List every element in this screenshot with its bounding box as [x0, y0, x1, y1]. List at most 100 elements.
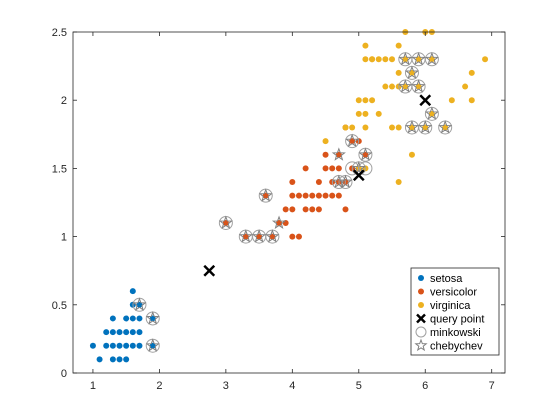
data-point-setosa: [136, 342, 143, 349]
data-point-chebychev: [358, 147, 373, 161]
data-point-virginica: [428, 110, 435, 117]
data-point-chebychev: [218, 215, 233, 229]
data-point-versicolor: [335, 192, 342, 199]
data-point-versicolor: [315, 179, 322, 186]
data-point-chebychev: [331, 147, 346, 161]
data-point-query-point: [203, 264, 216, 277]
data-point-setosa: [103, 342, 110, 349]
data-point-chebychev: [252, 229, 267, 243]
data-point-virginica: [395, 179, 402, 186]
data-point-virginica: [468, 69, 475, 76]
legend-marker-versicolor: [418, 288, 424, 295]
legend-item-versicolor[interactable]: versicolor: [418, 287, 477, 299]
data-point-chebychev: [424, 51, 439, 66]
data-point-chebychev: [398, 79, 413, 93]
y-axis: 0 0.5 1 1.5 2 2.5: [52, 27, 505, 380]
data-point-virginica: [382, 56, 389, 63]
data-point-virginica: [375, 110, 382, 117]
data-point-virginica: [362, 124, 369, 131]
data-point-virginica: [389, 56, 396, 63]
series-setosa: [89, 288, 156, 363]
legend-marker-minkowski: [415, 326, 427, 338]
data-point-setosa: [123, 356, 130, 363]
legend-item-chebychev[interactable]: chebychev: [414, 338, 483, 353]
data-point-versicolor: [329, 165, 336, 172]
data-point-virginica: [369, 97, 376, 104]
data-point-virginica: [402, 83, 409, 90]
data-point-virginica: [389, 124, 396, 131]
data-point-chebychev: [424, 106, 439, 120]
data-point-setosa: [116, 356, 123, 363]
data-point-versicolor: [309, 206, 316, 213]
data-point-virginica: [362, 42, 369, 49]
data-point-versicolor: [289, 192, 296, 199]
data-point-chebychev: [404, 120, 420, 134]
data-point-setosa: [103, 329, 110, 336]
data-point-virginica: [448, 97, 455, 104]
data-point-virginica: [482, 56, 489, 63]
y-tick-label: 2: [61, 95, 67, 107]
data-point-versicolor: [256, 233, 263, 240]
legend-item-query-point[interactable]: query point: [416, 314, 484, 326]
legend-item-virginica[interactable]: virginica: [418, 300, 471, 312]
data-point-setosa: [109, 342, 116, 349]
data-point-virginica: [428, 56, 435, 63]
data-point-versicolor: [289, 233, 296, 240]
data-point-virginica: [395, 69, 402, 76]
plot-area: [72, 29, 506, 374]
x-tick-label: 1: [90, 380, 96, 392]
data-point-chebychev: [132, 297, 147, 311]
legend-item-setosa[interactable]: setosa: [418, 273, 463, 285]
legend-label: virginica: [430, 300, 471, 312]
legend-label: query point: [430, 314, 484, 326]
data-point-setosa: [149, 315, 156, 322]
data-point-versicolor: [349, 138, 356, 145]
data-point-setosa: [109, 356, 116, 363]
data-point-setosa: [136, 301, 143, 308]
data-point-versicolor: [295, 233, 302, 240]
data-point-chebychev: [271, 215, 287, 229]
y-tick-label: 0.5: [52, 300, 67, 312]
data-point-virginica: [362, 97, 369, 104]
legend-item-minkowski[interactable]: minkowski: [415, 326, 481, 339]
legend-marker-setosa: [418, 275, 424, 281]
data-point-virginica: [408, 124, 415, 131]
data-point-setosa: [123, 329, 130, 336]
y-tick-label: 1: [61, 232, 67, 244]
data-point-setosa: [116, 329, 123, 336]
data-point-virginica: [415, 56, 422, 63]
data-point-setosa: [96, 356, 103, 363]
data-point-versicolor: [309, 192, 316, 199]
data-point-versicolor: [302, 165, 309, 172]
data-point-versicolor: [276, 219, 283, 226]
data-point-chebychev: [258, 188, 273, 202]
data-point-virginica: [342, 124, 349, 131]
data-point-versicolor: [315, 206, 322, 213]
data-point-query-point: [352, 169, 365, 182]
data-point-versicolor: [289, 206, 296, 213]
data-point-setosa: [116, 342, 123, 349]
data-point-versicolor: [362, 151, 369, 158]
x-tick-label: 3: [223, 380, 229, 392]
data-point-chebychev: [338, 174, 353, 189]
data-point-virginica: [395, 42, 402, 49]
data-point-virginica: [408, 151, 415, 158]
data-point-chebychev: [404, 65, 420, 79]
data-point-chebychev: [145, 338, 160, 352]
data-point-chebychev: [398, 51, 413, 66]
data-point-versicolor: [322, 151, 329, 158]
data-point-versicolor: [295, 192, 302, 199]
data-point-versicolor: [289, 179, 296, 186]
data-point-versicolor: [242, 233, 249, 240]
data-point-virginica: [408, 69, 415, 76]
data-point-virginica: [395, 124, 402, 131]
data-point-virginica: [355, 110, 362, 117]
data-point-setosa: [129, 315, 136, 322]
data-point-virginica: [362, 56, 369, 63]
data-point-virginica: [442, 124, 449, 131]
legend-label: minkowski: [430, 327, 481, 339]
data-point-chebychev: [265, 229, 280, 243]
data-point-minkowski: [358, 161, 373, 176]
